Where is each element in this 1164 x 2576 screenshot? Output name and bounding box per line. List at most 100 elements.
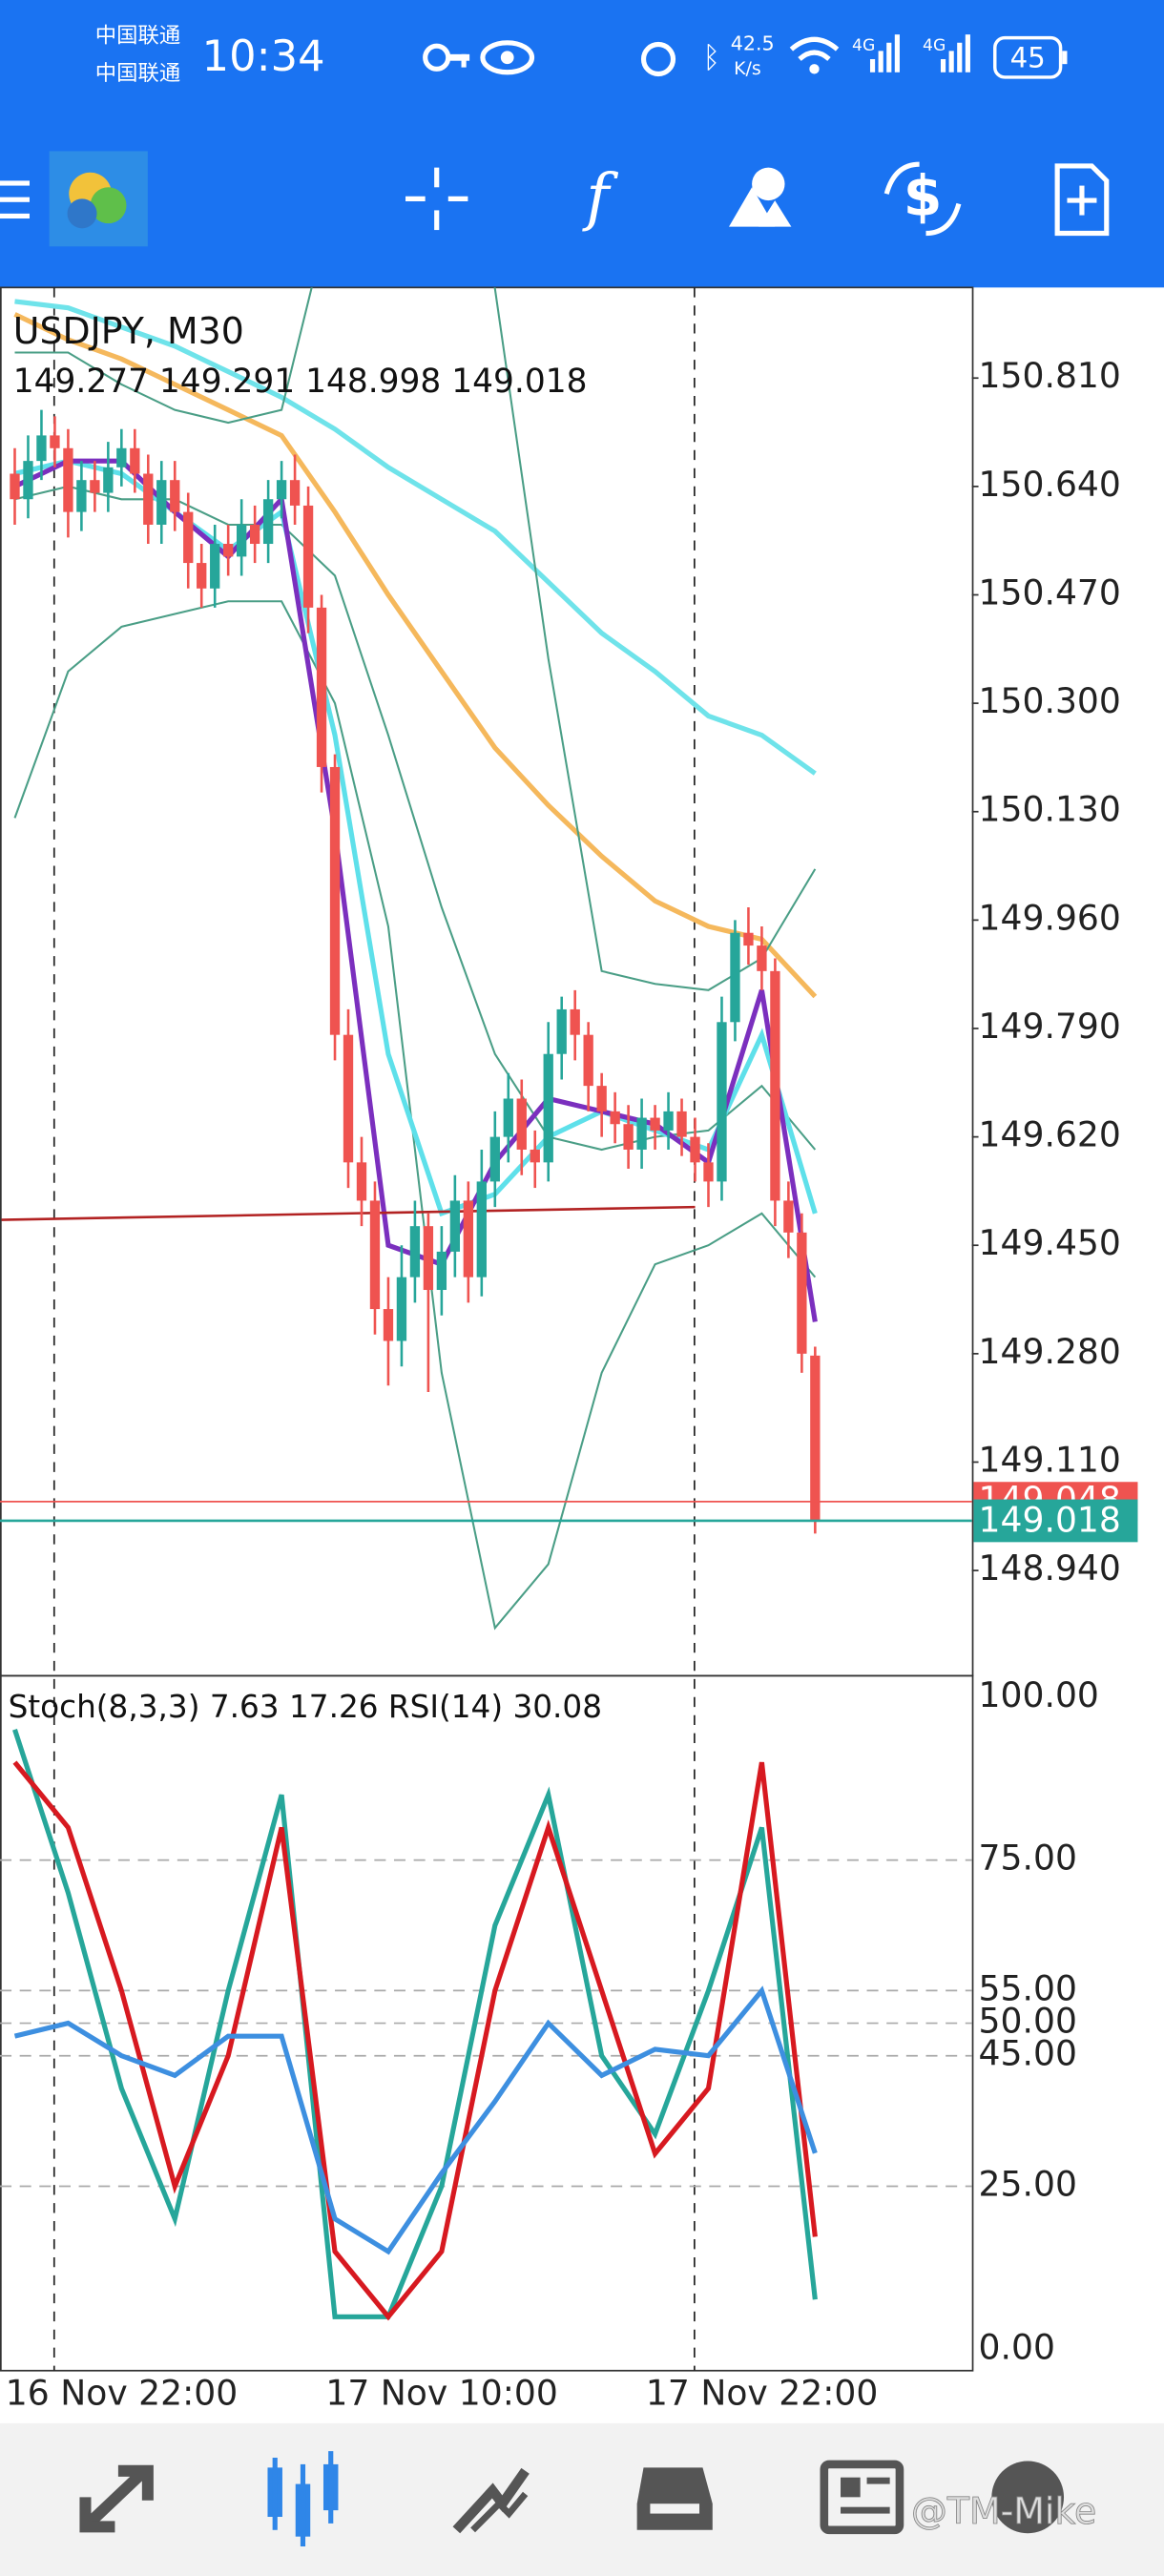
- signal-icon: [869, 34, 900, 73]
- rsi-value: 30.08: [512, 1689, 602, 1725]
- candle-body: [50, 435, 60, 448]
- battery-tip: [1062, 51, 1068, 65]
- stoch-main: 7.63: [210, 1689, 280, 1725]
- crosshair-button[interactable]: [405, 167, 468, 231]
- oscillator-readout: Stoch(8,3,3) 7.63 17.26 RSI(14) 30.08: [9, 1689, 602, 1725]
- price-tick-label: 149.960: [979, 897, 1121, 938]
- history-tab[interactable]: [636, 2467, 713, 2530]
- trendline: [1, 1205, 696, 1221]
- alarm-icon: [640, 41, 676, 77]
- oscillator-tick-label: 100.00: [979, 1674, 1099, 1715]
- axes: 150.810 150.640 150.470 150.300 150.130 149.9…: [0, 355, 1138, 2414]
- signal-icon: [940, 34, 970, 73]
- quotes-tab[interactable]: [79, 2464, 154, 2533]
- bottom-nav: [0, 2422, 1164, 2576]
- candle-body: [556, 1008, 567, 1054]
- close: 149.018: [451, 363, 587, 401]
- candle-body: [676, 1111, 687, 1137]
- net-speed: 42.5: [731, 31, 775, 54]
- oscillator-tick-label: 25.00: [979, 2163, 1077, 2204]
- candle-body: [543, 1053, 553, 1163]
- rsi-label: RSI(14): [388, 1689, 503, 1725]
- moving-average: [14, 299, 817, 776]
- bollinger-band: [14, 287, 817, 991]
- candle-body: [223, 544, 234, 557]
- price-tick-label: 149.790: [979, 1006, 1121, 1047]
- menu-button[interactable]: [0, 180, 30, 219]
- candle-body: [10, 473, 20, 500]
- stochastic-line: [12, 1760, 818, 2321]
- oscillator-plot: [0, 1729, 972, 2321]
- candle-body: [516, 1098, 527, 1150]
- candle-body: [757, 945, 767, 971]
- candle-body: [369, 1200, 381, 1310]
- candle-body: [783, 1200, 794, 1233]
- svg-text:$: $: [904, 164, 943, 229]
- candle-body: [249, 524, 260, 545]
- chart-tab[interactable]: [267, 2451, 339, 2547]
- time-label: 16 Nov 22:00: [6, 2373, 238, 2414]
- candle-body: [130, 447, 140, 474]
- chart-title: USDJPY, M30: [13, 310, 244, 352]
- price-tick-label: 149.620: [979, 1114, 1121, 1155]
- candle-body: [436, 1251, 447, 1291]
- candle-body: [476, 1181, 487, 1278]
- candle-body: [237, 524, 247, 557]
- price-tick-label: 150.130: [979, 789, 1121, 830]
- candle-body: [156, 480, 167, 525]
- candle-body: [570, 1008, 580, 1035]
- price-tick-label: 150.300: [979, 680, 1121, 721]
- candle-body: [90, 480, 100, 493]
- toolbar[interactable]: f $: [0, 151, 1110, 247]
- oscillator-tick-label: 45.00: [979, 2033, 1077, 2074]
- ohlc-readout: 149.277 149.291 148.998 149.018: [13, 363, 588, 401]
- price-tick-label: 150.640: [979, 464, 1121, 505]
- candle-body: [596, 1086, 607, 1111]
- candle-body: [663, 1111, 674, 1131]
- app-logo[interactable]: [49, 151, 148, 247]
- candle-body: [636, 1117, 647, 1150]
- price-tick-label: 150.470: [979, 571, 1121, 613]
- oscillator-tick-label: 50.00: [979, 2001, 1077, 2042]
- bid-label: 149.018: [979, 1500, 1121, 1541]
- candle-body: [610, 1111, 620, 1125]
- candle-body: [276, 480, 287, 500]
- candle-body: [743, 932, 754, 946]
- price-tick-label: 150.810: [979, 355, 1121, 396]
- stoch-signal: 17.26: [289, 1689, 379, 1725]
- candle-body: [650, 1117, 660, 1131]
- news-tab[interactable]: [820, 2460, 904, 2535]
- candle-body: [383, 1309, 394, 1341]
- carrier: 中国联通: [95, 61, 180, 86]
- candle-body: [449, 1200, 461, 1252]
- carrier: 中国联通: [95, 23, 180, 48]
- candle-body: [623, 1124, 634, 1150]
- stochastic-line: [12, 1729, 818, 2319]
- new-order-button[interactable]: [1054, 163, 1110, 237]
- key-icon: [423, 43, 470, 72]
- candle-body: [36, 435, 47, 462]
- battery-level: 45: [1010, 41, 1046, 73]
- candle-body: [730, 932, 740, 1023]
- candle-body: [690, 1136, 700, 1163]
- price-tick-label: 148.940: [979, 1548, 1121, 1589]
- oscillator-tick-label: 0.00: [979, 2326, 1055, 2367]
- price-plot: [1, 287, 821, 1631]
- stoch-label: Stoch(8,3,3): [9, 1689, 200, 1725]
- price-tick-label: 149.450: [979, 1222, 1121, 1263]
- trade-button[interactable]: $: [883, 161, 962, 237]
- wifi-icon: [789, 36, 840, 74]
- candle-body: [463, 1200, 474, 1278]
- clock: 10:34: [202, 31, 325, 81]
- candle-body: [770, 970, 780, 1201]
- candle-body: [302, 505, 314, 608]
- candle-body: [116, 447, 127, 467]
- network-type: 4G: [923, 36, 946, 55]
- candle-body: [396, 1277, 407, 1341]
- trade-tab[interactable]: [452, 2467, 530, 2534]
- bluetooth-icon: ᛒ: [702, 40, 720, 74]
- community-tab[interactable]: [991, 2461, 1065, 2534]
- objects-button[interactable]: [729, 167, 792, 227]
- rsi-line: [13, 1985, 818, 2255]
